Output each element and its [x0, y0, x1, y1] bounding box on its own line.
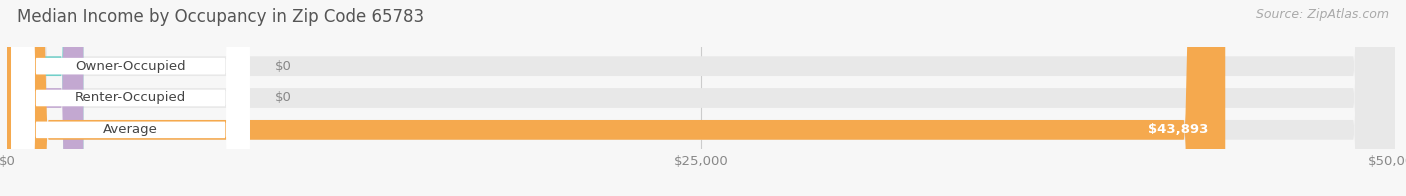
Text: $0: $0 — [274, 92, 291, 104]
FancyBboxPatch shape — [7, 0, 1395, 196]
Text: Source: ZipAtlas.com: Source: ZipAtlas.com — [1256, 8, 1389, 21]
FancyBboxPatch shape — [7, 0, 83, 196]
Text: Renter-Occupied: Renter-Occupied — [75, 92, 186, 104]
FancyBboxPatch shape — [7, 0, 1225, 196]
FancyBboxPatch shape — [7, 0, 1395, 196]
FancyBboxPatch shape — [11, 0, 250, 196]
FancyBboxPatch shape — [7, 0, 1395, 196]
Text: $0: $0 — [274, 60, 291, 73]
Text: Median Income by Occupancy in Zip Code 65783: Median Income by Occupancy in Zip Code 6… — [17, 8, 425, 26]
Text: Owner-Occupied: Owner-Occupied — [76, 60, 186, 73]
FancyBboxPatch shape — [11, 0, 250, 196]
Text: $43,893: $43,893 — [1149, 123, 1209, 136]
Text: Average: Average — [103, 123, 157, 136]
FancyBboxPatch shape — [7, 0, 83, 196]
FancyBboxPatch shape — [11, 0, 250, 196]
